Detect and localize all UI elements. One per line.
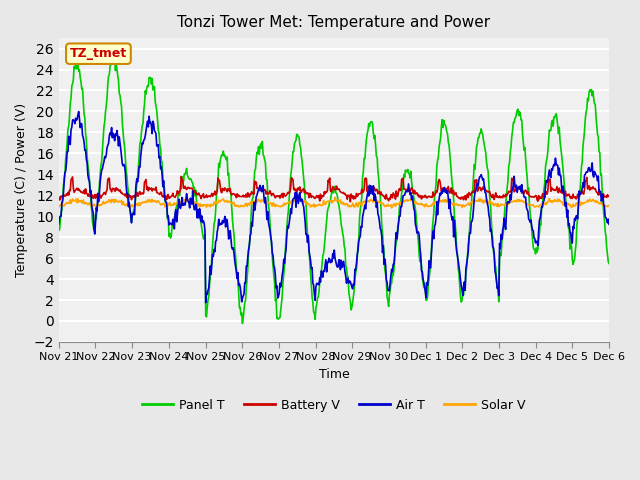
Text: TZ_tmet: TZ_tmet [70,47,127,60]
Title: Tonzi Tower Met: Temperature and Power: Tonzi Tower Met: Temperature and Power [177,15,490,30]
Y-axis label: Temperature (C) / Power (V): Temperature (C) / Power (V) [15,103,28,277]
Legend: Panel T, Battery V, Air T, Solar V: Panel T, Battery V, Air T, Solar V [137,394,531,417]
X-axis label: Time: Time [319,368,349,381]
